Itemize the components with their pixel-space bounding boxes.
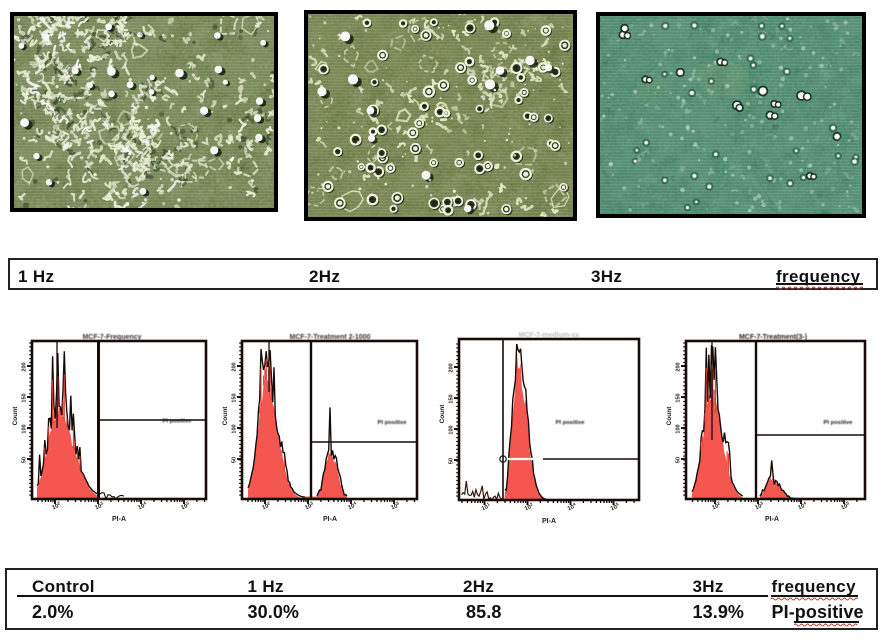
svg-text:104: 104 [566, 501, 578, 512]
svg-text:104: 104 [347, 500, 359, 511]
svg-text:100: 100 [22, 424, 28, 433]
svg-text:200: 200 [449, 363, 455, 372]
svg-text:105: 105 [180, 500, 192, 511]
svg-text:50: 50 [676, 457, 682, 463]
svg-text:PI positive: PI positive [163, 419, 193, 425]
svg-text:PI-A: PI-A [542, 518, 556, 525]
svg-text:103: 103 [94, 500, 106, 511]
svg-text:100: 100 [449, 425, 455, 434]
svg-text:102: 102 [51, 500, 63, 511]
svg-text:104: 104 [137, 500, 149, 511]
svg-text:102: 102 [261, 500, 273, 511]
svg-text:PI-A: PI-A [112, 516, 126, 523]
svg-text:100: 100 [232, 424, 238, 433]
svg-text:PI positive: PI positive [378, 420, 408, 426]
svg-text:50: 50 [22, 457, 28, 463]
svg-text:150: 150 [232, 393, 238, 402]
svg-text:PI positive: PI positive [556, 420, 586, 426]
svg-text:50: 50 [449, 458, 455, 464]
svg-text:MCF-7-Treatment(3-): MCF-7-Treatment(3-) [739, 334, 807, 341]
svg-text:Count: Count [666, 406, 673, 426]
svg-text:MCF-7-medium-xx: MCF-7-medium-xx [519, 332, 580, 339]
svg-text:MCF-7-Treatment 2-1000: MCF-7-Treatment 2-1000 [290, 334, 371, 341]
svg-text:200: 200 [22, 362, 28, 371]
svg-text:PI-A: PI-A [765, 516, 779, 523]
svg-text:100: 100 [676, 424, 682, 433]
svg-text:104: 104 [797, 500, 809, 511]
svg-text:PI positive: PI positive [824, 420, 854, 426]
svg-text:103: 103 [304, 500, 316, 511]
svg-text:105: 105 [609, 501, 621, 512]
svg-text:105: 105 [390, 500, 402, 511]
svg-text:150: 150 [449, 394, 455, 403]
svg-text:Count: Count [222, 406, 229, 426]
svg-text:MCF-7-Frequency: MCF-7-Frequency [82, 334, 141, 341]
svg-text:Count: Count [439, 404, 446, 424]
svg-text:105: 105 [840, 500, 852, 511]
svg-text:102: 102 [711, 500, 723, 511]
svg-text:200: 200 [232, 362, 238, 371]
svg-text:150: 150 [676, 393, 682, 402]
svg-text:101: 101 [480, 501, 492, 512]
svg-text:102: 102 [523, 501, 535, 512]
svg-text:103: 103 [754, 500, 766, 511]
svg-text:150: 150 [22, 393, 28, 402]
svg-text:50: 50 [232, 457, 238, 463]
svg-text:200: 200 [676, 362, 682, 371]
svg-text:Count: Count [12, 406, 19, 426]
svg-text:PI-A: PI-A [323, 516, 337, 523]
